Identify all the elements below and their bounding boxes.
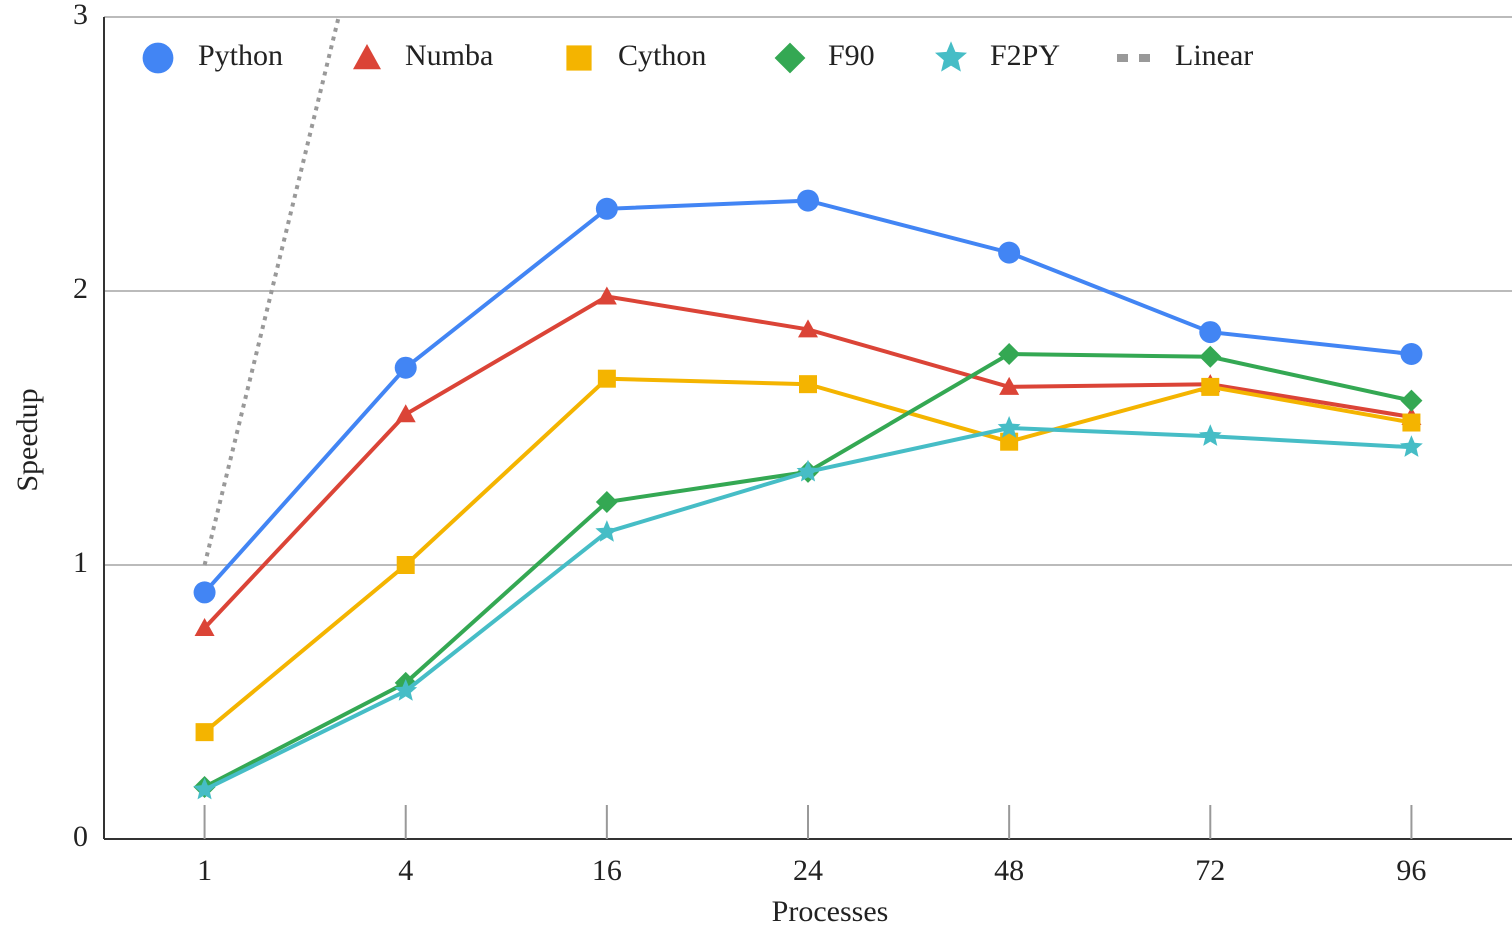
- line: [203, 198, 1412, 594]
- legend-label: F90: [828, 39, 875, 72]
- x-tick-label: 96: [1396, 854, 1426, 887]
- x-tick-label: 4: [398, 854, 413, 887]
- x-tick-label: 24: [793, 854, 823, 887]
- legend-label: Python: [198, 39, 283, 72]
- point: [394, 679, 418, 701]
- point: [395, 404, 416, 423]
- point: [1400, 389, 1423, 412]
- legend-label: F2PY: [990, 39, 1060, 72]
- point: [796, 459, 820, 482]
- point: [1199, 321, 1222, 344]
- point: [797, 189, 819, 212]
- point: [394, 356, 417, 379]
- point: [595, 490, 618, 513]
- point: [1201, 377, 1220, 396]
- point: [798, 319, 818, 338]
- point: [999, 376, 1020, 395]
- point: [1400, 435, 1423, 457]
- legend-label: Numba: [405, 39, 493, 72]
- point: [595, 520, 619, 542]
- x-tick-label: 48: [994, 854, 1024, 887]
- point: [799, 375, 817, 394]
- y-tick-label: 3: [73, 0, 88, 31]
- legend-marker: [566, 45, 592, 71]
- point: [194, 618, 215, 637]
- legend-marker: [353, 44, 381, 70]
- point: [998, 241, 1021, 264]
- y-tick-label: 1: [73, 546, 88, 579]
- line: [203, 351, 1412, 789]
- y-axis-label: Speedup: [11, 388, 44, 491]
- point: [597, 369, 616, 388]
- point: [997, 416, 1021, 438]
- point: [193, 777, 216, 800]
- point: [1000, 432, 1019, 451]
- x-tick-label: 1: [197, 854, 212, 887]
- point: [1402, 413, 1421, 432]
- point: [1400, 343, 1423, 366]
- legend-label: Linear: [1175, 39, 1253, 72]
- legend-marker: [935, 41, 967, 72]
- x-tick-label: 72: [1195, 854, 1225, 887]
- point: [595, 197, 618, 220]
- y-tick-label: 0: [73, 820, 88, 853]
- point: [195, 723, 214, 742]
- point: [193, 581, 216, 604]
- point: [1198, 424, 1222, 446]
- line: [203, 376, 1412, 734]
- x-tick-label: 16: [592, 854, 622, 887]
- point: [596, 286, 617, 305]
- point: [998, 343, 1021, 366]
- legend-marker: [774, 42, 806, 74]
- point: [396, 556, 415, 574]
- legend-label: Cython: [618, 39, 706, 72]
- x-axis-label: Processes: [772, 895, 889, 928]
- y-tick-label: 2: [73, 272, 88, 305]
- legend-marker: [142, 42, 174, 74]
- point: [1199, 345, 1222, 368]
